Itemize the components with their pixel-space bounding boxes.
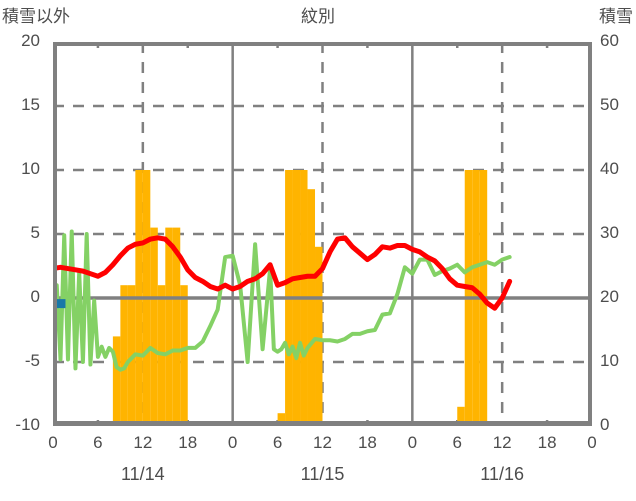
x-tick: 18	[537, 433, 557, 452]
precipitation-bar	[120, 285, 128, 426]
y-tick-left: 0	[30, 287, 40, 306]
x-tick: 6	[272, 433, 283, 452]
precipitation-bar	[150, 227, 158, 426]
wind-or-other-line	[54, 229, 512, 372]
left-axis-label: 積雪以外	[2, 7, 70, 26]
x-tick: 0	[407, 433, 418, 452]
y-tick-right: 40	[600, 159, 619, 178]
precipitation-bar	[112, 336, 121, 426]
y-tick-left: -5	[24, 351, 40, 370]
y-tick-left: 20	[21, 31, 40, 50]
y-tick-left: -10	[15, 415, 40, 434]
point-markers	[56, 299, 66, 309]
plot-svg	[53, 42, 592, 426]
day-label: 11/16	[480, 464, 525, 484]
precipitation-bar	[307, 189, 316, 426]
y-tick-left: 5	[30, 223, 40, 242]
chart-title: 紋別	[301, 7, 335, 26]
x-tick: 6	[452, 433, 462, 452]
x-tick: 12	[313, 433, 332, 452]
y-tick-right: 0	[600, 415, 610, 434]
y-tick-left: 15	[21, 95, 40, 114]
x-tick: 0	[227, 433, 238, 452]
y-tick-right: 20	[600, 287, 619, 306]
x-tick: 12	[133, 433, 153, 452]
x-tick: 18	[357, 433, 377, 452]
x-tick: 0	[587, 433, 597, 452]
precipitation-bar	[172, 227, 181, 426]
day-label: 11/14	[120, 464, 165, 484]
red-series-line	[53, 235, 513, 311]
x-tick: 18	[178, 433, 198, 452]
right-axis-label: 積雪	[599, 7, 633, 26]
green-series-line	[54, 229, 512, 372]
x-tick: 12	[492, 433, 512, 452]
precipitation-bar	[165, 227, 173, 426]
y-tick-right: 60	[600, 31, 619, 50]
precipitation-bar	[180, 285, 188, 426]
x-tick: 0	[48, 433, 58, 452]
plot-area	[53, 42, 592, 426]
y-tick-right: 50	[600, 95, 619, 114]
precipitation-bar	[277, 413, 286, 426]
precipitation-bar	[457, 406, 465, 426]
y-tick-right: 10	[600, 351, 619, 370]
precipitation-bar	[315, 246, 323, 426]
day-label: 11/15	[300, 464, 345, 484]
y-tick-right: 30	[600, 223, 619, 242]
temperature-line	[53, 235, 513, 311]
x-tick: 6	[93, 433, 103, 452]
y-tick-left: 10	[21, 159, 40, 178]
blue-square-marker	[56, 299, 66, 309]
